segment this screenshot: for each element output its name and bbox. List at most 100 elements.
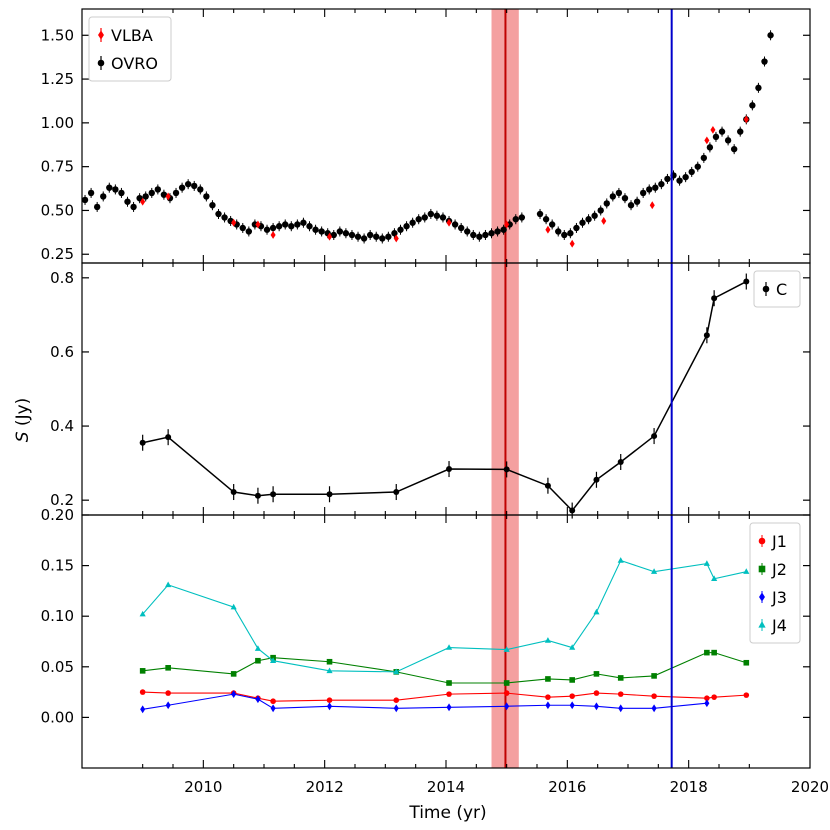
data-point-OVRO [239,224,246,232]
data-point-OVRO [761,58,768,65]
data-point-J3 [569,701,575,710]
data-point-OVRO [712,133,720,141]
series-J1 [139,689,750,705]
legend-label-J2: J2 [771,560,787,579]
data-point-OVRO [512,216,519,223]
data-point-J3 [270,704,276,713]
data-point-J1 [503,690,510,696]
y-axis-label: S (Jy) [13,398,33,443]
legend-box [88,16,172,82]
legend-layer: VLBA OVRO C J1 J2 J3 J4 [88,16,801,644]
y-tick-label: 1.00 [41,114,74,132]
data-point-J3 [593,702,599,711]
data-point-J4 [230,603,237,610]
legend-label-J3: J3 [771,588,787,607]
data-point-J4 [139,610,146,617]
data-point-OVRO [215,210,222,218]
data-point-OVRO [275,223,283,230]
data-point-J2 [743,659,750,666]
data-point-C [446,466,453,473]
data-point-J1 [711,694,717,700]
data-point-OVRO [627,201,635,209]
data-point-J4 [617,557,624,563]
data-point-OVRO [439,214,447,221]
data-point-J2 [503,680,510,686]
data-point-OVRO [294,221,301,228]
data-point-OVRO [100,193,107,200]
data-point-OVRO [688,168,695,176]
data-point-J4 [651,568,658,574]
data-point-OVRO [415,216,422,223]
legend-marker-OVRO [97,59,105,67]
data-point-VLBA [504,220,510,229]
y-tick-label: 0.25 [41,245,74,263]
data-point-J4 [593,608,600,615]
legend-label-J1: J1 [771,532,787,551]
data-point-J3 [618,704,624,713]
panel-bottom-frame [81,514,811,769]
data-point-OVRO [494,228,501,235]
series-VLBA [140,115,749,248]
data-point-J3 [255,695,261,704]
x-tick-label: 2016 [548,778,586,796]
y-tick-label: 0.00 [41,708,74,726]
series-OVRO [81,30,774,244]
data-point-OVRO [567,230,574,237]
y-tick-label: 0.75 [41,158,74,176]
data-point-OVRO [658,180,665,188]
series-J4-line [142,559,747,673]
legend-label-VLBA: VLBA [111,26,153,45]
data-point-J4 [393,668,400,675]
series-layer [81,30,774,714]
data-point-J4 [703,560,710,566]
data-point-OVRO [300,219,307,226]
data-point-J4 [445,644,453,650]
data-point-OVRO [184,180,192,188]
data-point-J3 [393,704,399,713]
data-point-C [230,489,237,496]
legend-marker-J2 [758,565,766,573]
data-point-OVRO [306,223,313,230]
data-point-J3 [165,701,171,710]
data-point-VLBA [446,218,452,227]
data-point-OVRO [366,231,374,239]
data-point-OVRO [682,173,689,181]
data-point-OVRO [136,194,143,202]
data-point-J3 [327,702,333,711]
data-point-VLBA [569,239,575,248]
data-point-OVRO [646,186,653,193]
data-point-C [165,434,172,441]
data-point-OVRO [730,145,738,153]
data-point-OVRO [391,230,398,237]
data-point-OVRO [591,212,598,219]
data-point-J3 [704,699,710,708]
data-point-C [617,459,624,466]
data-point-OVRO [706,144,714,151]
data-point-J4 [569,644,576,650]
data-point-OVRO [142,193,149,200]
y-tick-label: 0.2 [50,491,74,509]
shaded-band-layer [491,9,519,768]
data-point-VLBA [710,125,716,134]
data-point-OVRO [561,231,568,239]
data-point-C [651,433,658,440]
data-point-J2 [569,677,575,683]
series-J4 [139,557,750,675]
data-point-OVRO [203,193,210,200]
y-tick-label: 0.20 [41,506,74,524]
legend-top: VLBA OVRO [88,16,172,82]
legend-bottom: J1 J2 J3 J4 [749,522,801,644]
x-tick-label: 2020 [791,778,829,796]
data-point-J1 [593,690,600,696]
data-point-C [711,295,718,302]
data-point-J3 [651,704,657,713]
data-point-J1 [446,691,452,697]
data-point-OVRO [464,228,471,235]
legend-box [749,522,801,644]
data-point-OVRO [694,163,701,170]
panel-middle-frame [81,262,811,516]
data-point-J4 [544,637,551,643]
data-point-OVRO [397,226,404,233]
data-point-J1 [326,697,333,703]
data-point-OVRO [573,224,580,232]
